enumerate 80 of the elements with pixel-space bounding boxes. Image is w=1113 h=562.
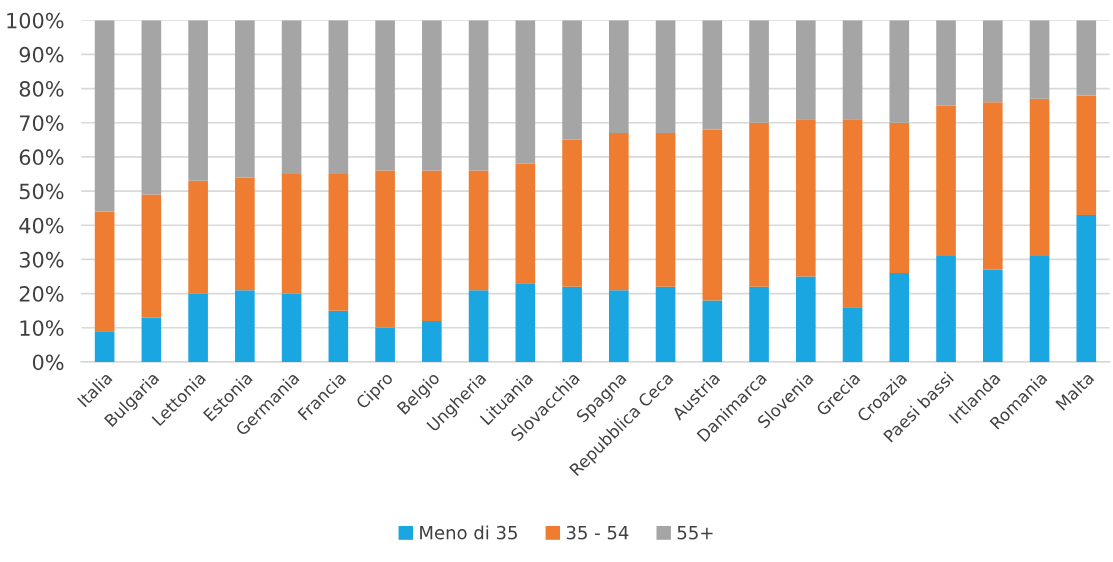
y-tick-label: 90%	[19, 46, 64, 63]
bar	[328, 174, 349, 311]
bar	[375, 327, 395, 362]
bar	[515, 163, 536, 284]
bar	[936, 256, 956, 362]
legend-label: 55+	[677, 526, 713, 540]
bar	[609, 290, 629, 362]
bar	[889, 122, 910, 274]
bar	[375, 170, 395, 328]
bar	[468, 20, 489, 171]
bar	[328, 310, 349, 362]
bar	[141, 194, 162, 318]
y-tick-label: 80%	[19, 81, 64, 97]
bar	[235, 20, 255, 178]
y-tick-label: 0%	[32, 354, 64, 371]
bar	[936, 105, 956, 256]
bar	[468, 290, 489, 362]
bar	[702, 20, 723, 130]
bar	[422, 320, 442, 362]
y-tick-label: 20%	[19, 286, 64, 302]
bar	[982, 102, 1003, 270]
bar	[94, 211, 115, 332]
bar	[515, 283, 536, 362]
bar	[749, 122, 769, 287]
bar	[702, 300, 723, 362]
y-tick-label: 10%	[20, 320, 64, 336]
bar	[609, 20, 629, 133]
bar	[188, 180, 208, 294]
bar	[796, 20, 816, 120]
legend-label: Meno di 35	[420, 525, 517, 540]
bar	[281, 293, 302, 362]
bar	[749, 20, 769, 123]
bar	[609, 132, 629, 291]
bar	[562, 20, 582, 140]
y-tick-label: 100%	[7, 12, 64, 29]
y-tick-label: 60%	[19, 149, 64, 166]
bar	[889, 273, 910, 362]
bar	[982, 269, 1003, 362]
bar	[1076, 95, 1097, 215]
bar	[1029, 98, 1050, 256]
bar	[188, 293, 208, 362]
bar	[562, 139, 582, 287]
bar	[1076, 215, 1097, 362]
bar	[1029, 20, 1050, 99]
bar	[842, 20, 863, 120]
bar	[889, 20, 910, 123]
bar	[1029, 256, 1050, 362]
bar	[141, 20, 162, 195]
y-tick-label: 50%	[19, 183, 64, 200]
y-tick-label: 70%	[19, 115, 64, 131]
bar	[422, 170, 442, 321]
bar	[281, 174, 302, 294]
bar	[328, 20, 349, 174]
bar	[562, 286, 582, 362]
bar	[749, 286, 769, 362]
bar	[235, 177, 255, 291]
bar	[422, 20, 442, 171]
bar	[281, 20, 302, 174]
bar	[94, 20, 115, 212]
legend-label: 35 - 54	[566, 525, 629, 540]
bar	[94, 331, 115, 362]
bar	[702, 129, 723, 301]
bar	[982, 20, 1003, 103]
bar	[655, 286, 676, 362]
bar	[796, 119, 816, 277]
bar	[842, 119, 863, 308]
bar	[842, 307, 863, 362]
y-tick-label: 30%	[19, 251, 64, 268]
bar	[468, 170, 489, 291]
bar	[235, 290, 255, 362]
bar	[188, 20, 208, 181]
bar	[796, 276, 816, 362]
bar	[141, 317, 162, 362]
bar	[655, 132, 676, 287]
bar	[375, 20, 395, 171]
y-tick-label: 40%	[19, 217, 64, 234]
bar	[515, 20, 536, 164]
bar	[936, 20, 956, 106]
bar	[1076, 20, 1097, 96]
bar	[655, 20, 676, 133]
